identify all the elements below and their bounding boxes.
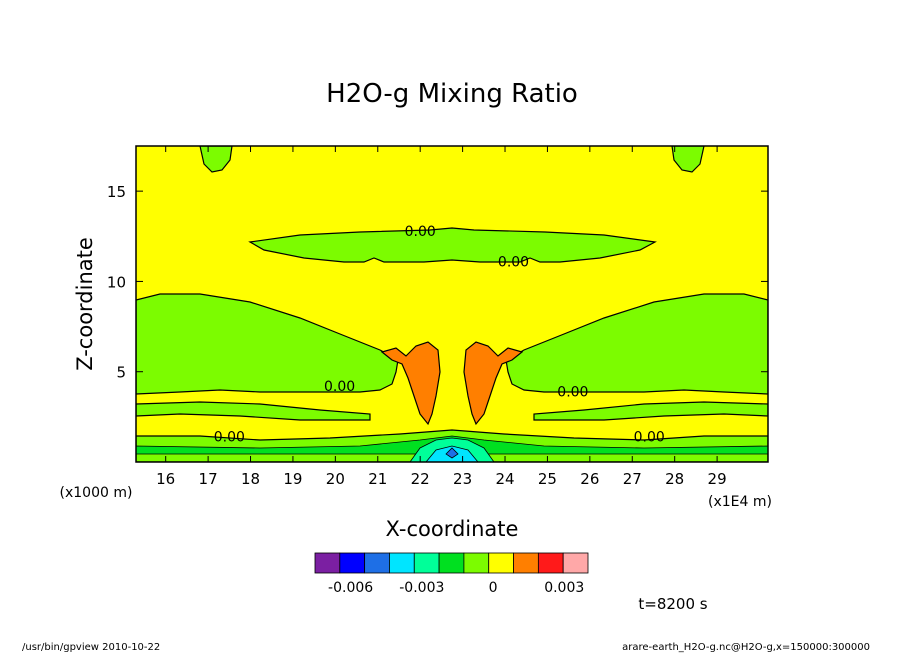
x-tick-label: 18: [241, 470, 260, 488]
x-tick-label: 16: [156, 470, 175, 488]
x-tick-label: 20: [326, 470, 345, 488]
plot-area: [136, 146, 768, 462]
colorbar-swatch: [488, 552, 514, 574]
colorbar-swatch: [537, 552, 564, 574]
y-axis: 5 10 15: [107, 183, 768, 382]
contour-region-left-lower-strip: [136, 401, 371, 421]
colorbar-tick-label: -0.003: [399, 580, 444, 596]
x-tick-label: 28: [665, 470, 684, 488]
x-tick-label: 21: [368, 470, 387, 488]
colorbar-swatch: [463, 552, 490, 574]
contour-region-upper-band: [248, 227, 657, 263]
footer-left: /usr/bin/gpview 2010-10-22: [22, 642, 160, 653]
x-tick-label: 26: [580, 470, 599, 488]
contour-region-top-right: [671, 146, 705, 173]
contour-region-right-lower-strip: [533, 401, 768, 421]
x-axis-label: X-coordinate: [386, 517, 519, 541]
contour-region-right-plume: [463, 341, 524, 426]
y-tick-label: 5: [116, 364, 126, 382]
contour-label: 0.00: [405, 224, 436, 240]
contour-label: 0.00: [557, 385, 588, 401]
colorbar-swatch: [314, 552, 341, 574]
y-axis-label: Z-coordinate: [73, 237, 97, 371]
x-unit-left: (x1000 m): [60, 485, 133, 501]
x-tick-label: 17: [199, 470, 218, 488]
footer-right: arare-earth_H2O-g.nc@H2O-g,x=150000:3000…: [622, 642, 870, 653]
colorbar: -0.006 -0.003 0 0.003: [314, 552, 589, 596]
x-tick-label: 22: [411, 470, 430, 488]
contour-region-left-side: [136, 293, 399, 395]
x-tick-label: 23: [453, 470, 472, 488]
y-tick-label: 15: [107, 183, 126, 201]
colorbar-tick-label: 0.003: [544, 580, 584, 596]
plot-frame: [135, 145, 769, 463]
x-unit-right: (x1E4 m): [708, 494, 772, 510]
contour-label: 0.00: [634, 430, 665, 446]
colorbar-swatch: [339, 552, 366, 574]
contour-label: 0.00: [214, 430, 245, 446]
x-tick-label: 29: [708, 470, 727, 488]
colorbar-swatch: [413, 552, 440, 574]
chart-title: H2O-g Mixing Ratio: [326, 79, 578, 109]
time-label: t=8200 s: [638, 595, 707, 613]
contour-region-top-left: [199, 146, 233, 173]
contour-labels: 0.00 0.00 0.00 0.00 0.00 0.00: [214, 224, 665, 446]
x-axis: 16 17 18 19 20 21 22 23 24 25 26 27 28 29: [156, 146, 727, 488]
contour-label: 0.00: [498, 255, 529, 271]
colorbar-tick-label: -0.006: [328, 580, 373, 596]
colorbar-swatch: [438, 552, 465, 574]
colorbar-swatch: [389, 552, 415, 574]
colorbar-tick-label: 0: [489, 580, 498, 596]
colorbar-swatch: [513, 552, 539, 574]
x-tick-label: 24: [495, 470, 514, 488]
x-tick-label: 25: [538, 470, 557, 488]
contour-label: 0.00: [324, 379, 355, 395]
contour-region-left-plume: [380, 341, 441, 426]
colorbar-swatch: [364, 552, 390, 574]
x-tick-label: 27: [623, 470, 642, 488]
y-tick-label: 10: [107, 273, 126, 291]
x-tick-label: 19: [283, 470, 302, 488]
contour-region-bottom-blue: [445, 447, 459, 459]
colorbar-swatch: [562, 552, 589, 574]
contour-region-right-side: [505, 293, 768, 395]
